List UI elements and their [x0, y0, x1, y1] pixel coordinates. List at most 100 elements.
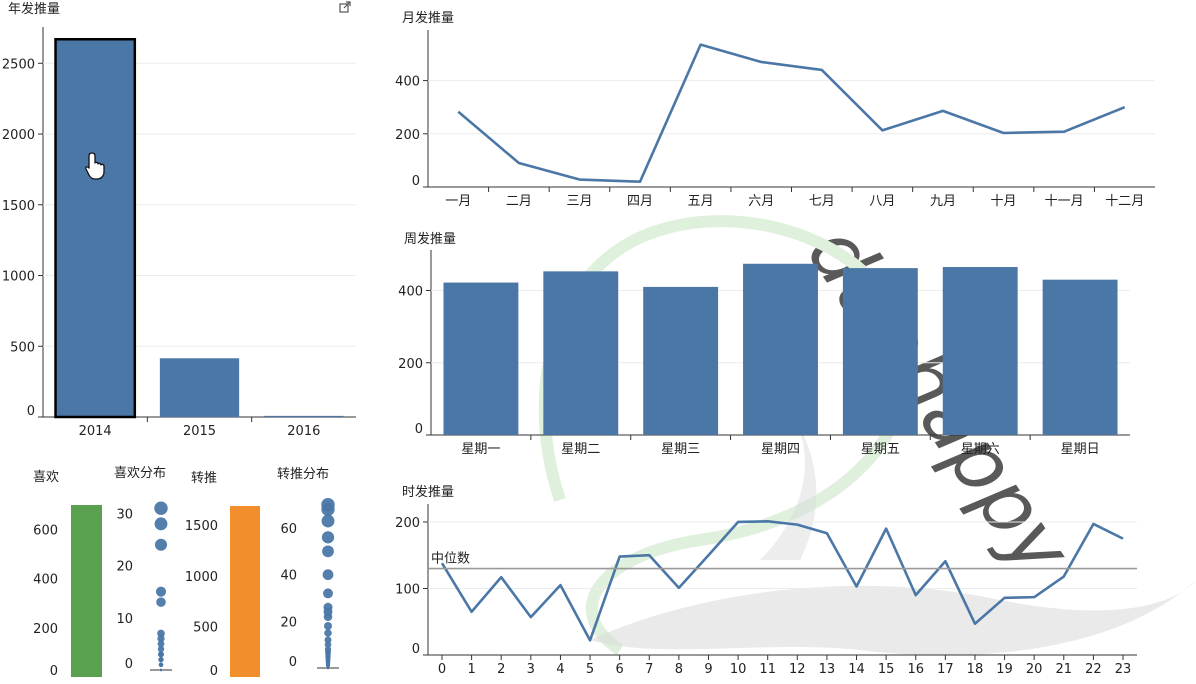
point-9[interactable]: [703, 550, 713, 560]
bar-retweets[interactable]: [230, 506, 260, 677]
point-十一月[interactable]: [1059, 127, 1069, 137]
hand-cursor-icon: [85, 152, 105, 180]
y-tick-label: 400: [398, 285, 423, 300]
point-十月[interactable]: [999, 128, 1009, 138]
x-tick-label: 14: [848, 662, 865, 677]
dot-18[interactable]: [324, 636, 332, 644]
dot-19[interactable]: [154, 538, 168, 551]
dot-28[interactable]: [321, 514, 335, 528]
y-tick-label: 0: [50, 664, 58, 679]
point-二月[interactable]: [514, 158, 524, 168]
dot-12[interactable]: [158, 651, 164, 658]
dot-18[interactable]: [155, 586, 167, 597]
point-3[interactable]: [526, 612, 536, 622]
series-line[interactable]: [457, 43, 1126, 183]
dot-27[interactable]: [321, 531, 335, 544]
y-tick-label: 0: [412, 174, 420, 189]
point-17[interactable]: [940, 556, 950, 566]
x-tick-label: 17: [937, 662, 954, 677]
series-line[interactable]: [440, 520, 1124, 642]
point-1[interactable]: [467, 607, 477, 617]
bar-星期二[interactable]: [543, 271, 619, 435]
dot-30[interactable]: [321, 497, 335, 512]
dot-21[interactable]: [154, 501, 168, 515]
dot-20[interactable]: [154, 517, 168, 531]
dot-16[interactable]: [324, 646, 332, 653]
dot-17[interactable]: [156, 597, 166, 607]
dot-20[interactable]: [324, 622, 332, 630]
dot-13[interactable]: [157, 645, 165, 653]
point-11[interactable]: [763, 516, 773, 526]
y-tick-label: 400: [395, 75, 420, 90]
y-tick-label: 1000: [185, 570, 218, 585]
point-8[interactable]: [674, 583, 684, 593]
point-十二月[interactable]: [1120, 102, 1130, 112]
point-21[interactable]: [1059, 572, 1069, 582]
dot-7[interactable]: [158, 662, 164, 667]
point-2[interactable]: [496, 572, 506, 582]
chart-retweets_dist: 转推分布 0 20 40 60: [277, 467, 339, 670]
dot-25[interactable]: [322, 569, 334, 581]
point-15[interactable]: [881, 524, 891, 534]
point-19[interactable]: [1000, 593, 1010, 603]
point-一月[interactable]: [453, 107, 463, 117]
bar-星期日[interactable]: [1042, 279, 1118, 435]
point-12[interactable]: [792, 520, 802, 530]
y-tick-label: 500: [193, 620, 218, 635]
bar-星期一[interactable]: [443, 282, 519, 435]
point-18[interactable]: [970, 619, 980, 629]
point-八月[interactable]: [877, 125, 887, 135]
point-四月[interactable]: [635, 177, 645, 187]
y-tick-label: 1000: [2, 270, 35, 285]
dot-16[interactable]: [157, 629, 165, 638]
y-tick-label: 600: [33, 524, 58, 539]
external-link-icon[interactable]: [339, 1, 351, 13]
point-七月[interactable]: [817, 65, 827, 75]
x-tick-label: 11: [759, 662, 776, 677]
point-4[interactable]: [555, 580, 565, 590]
point-六月[interactable]: [756, 57, 766, 67]
bar-likes[interactable]: [71, 505, 102, 677]
y-tick-label: 2500: [2, 57, 35, 72]
point-16[interactable]: [911, 590, 921, 600]
point-22[interactable]: [1088, 519, 1098, 529]
dot-26[interactable]: [322, 545, 334, 558]
point-14[interactable]: [852, 581, 862, 591]
bar-2014[interactable]: [54, 37, 137, 419]
y-tick-label: 60: [280, 522, 297, 537]
x-tick-label: 2014: [79, 424, 112, 439]
bar-星期五[interactable]: [842, 268, 918, 435]
bar-星期四[interactable]: [743, 263, 818, 435]
point-13[interactable]: [822, 528, 832, 538]
dot-19[interactable]: [324, 629, 332, 637]
dot-15[interactable]: [157, 635, 165, 643]
point-九月[interactable]: [938, 106, 948, 116]
point-五月[interactable]: [696, 40, 706, 50]
y-tick-label: 40: [280, 569, 297, 584]
point-7[interactable]: [644, 550, 654, 560]
dot-24[interactable]: [323, 588, 333, 599]
bar-2016[interactable]: [264, 415, 344, 417]
x-tick-label: 0: [438, 662, 446, 677]
chart-likes_dist: 喜欢分布 0 10 20 30: [114, 466, 172, 672]
y-tick-label: 2000: [2, 128, 35, 143]
x-tick-label: 星期二: [561, 442, 600, 457]
dot-10[interactable]: [158, 656, 164, 663]
point-5[interactable]: [585, 635, 595, 645]
point-6[interactable]: [615, 552, 625, 562]
point-20[interactable]: [1029, 592, 1039, 602]
watermark-leaf: [590, 580, 1196, 656]
point-三月[interactable]: [574, 175, 584, 185]
y-tick-label: 20: [280, 615, 297, 630]
bar-星期三[interactable]: [643, 286, 719, 435]
point-10[interactable]: [733, 517, 743, 527]
bar-星期六[interactable]: [942, 267, 1018, 435]
dot-3[interactable]: [159, 668, 163, 672]
dot-14[interactable]: [157, 640, 165, 648]
bar-2015[interactable]: [159, 358, 240, 417]
x-tick-label: 十二月: [1105, 194, 1144, 209]
dot-23[interactable]: [323, 602, 333, 612]
point-23[interactable]: [1118, 534, 1128, 544]
